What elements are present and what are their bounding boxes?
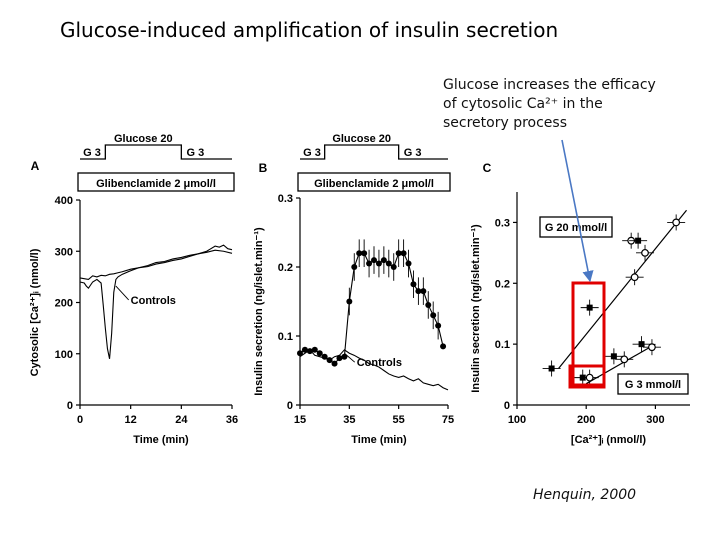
highlight-box-bottom [568, 364, 606, 389]
panel-c-legend-g20-label: G 20 mmol/l [545, 222, 607, 234]
highlight-box-top [571, 281, 606, 387]
panel-c-legend-g3-label: G 3 mmol/l [625, 379, 681, 391]
panel-a-series-glibenclamide-line [79, 244, 233, 281]
panel-c-y-tick-label: 0.1 [495, 339, 510, 351]
citation: Henquin, 2000 [533, 487, 637, 503]
panel-a-y-tick-label: 0 [67, 400, 73, 412]
panel-c-label: C [483, 161, 492, 175]
panel-c-y-axis-label: Insulin secretion (ng/islet.min⁻¹) [470, 224, 482, 393]
panel-a-series-controls-line [79, 249, 233, 359]
panel-c-y-tick-label: 0.3 [495, 217, 510, 229]
panel-b-glucose-low-right-label: G 3 [404, 147, 422, 159]
panel-c-g20-point [586, 304, 593, 311]
panel-c-x-tick-label: 100 [508, 414, 526, 426]
panel-a-glucose-high-label: Glucose 20 [114, 133, 173, 145]
panel-b-y-tick-label: 0.2 [278, 262, 293, 274]
annotation-arrow [561, 139, 594, 283]
panel-c-y-tick-label: 0.2 [495, 278, 510, 290]
panel-b-glibenclamide-point [301, 346, 308, 353]
panel-a-x-axis-label: Time (min) [133, 434, 189, 446]
panel-c-g3-point [548, 365, 555, 372]
panel-c-g3-fit-line [585, 343, 656, 385]
panel-c-g20-point [641, 248, 649, 257]
panel-b-y-tick-label: 0 [287, 400, 293, 412]
panel-a-x-tick-label: 36 [226, 414, 238, 426]
panel-b-x-tick-label: 55 [393, 414, 405, 426]
panel-b-y-tick-label: 0.1 [278, 331, 293, 343]
panel-b-x-tick-label: 35 [343, 414, 355, 426]
panel-a-y-tick-label: 300 [55, 246, 73, 258]
panel-b-drug-box [297, 172, 451, 192]
panel-b-glibenclamide-point [440, 343, 447, 350]
panel-b-x-axis-label: Time (min) [351, 434, 407, 446]
panel-a-glucose-low-right-label: G 3 [186, 147, 204, 159]
slide-title: Glucose-induced amplification of insulin… [60, 18, 559, 42]
panel-b-glibenclamide-point [316, 350, 323, 357]
panel-a-y-tick-label: 100 [55, 349, 73, 361]
annotation-line-2: of cytosolic Ca²⁺ in the [443, 96, 603, 112]
panel-b-glibenclamide-point [341, 353, 348, 360]
panel-a-y-tick-label: 200 [55, 298, 73, 310]
panel-b-y-tick-label: 0.3 [278, 193, 293, 205]
panel-b-glucose-high-label: Glucose 20 [332, 133, 391, 145]
panel-b-glucose-protocol-trace [300, 144, 448, 160]
panel-a-controls-label: Controls [131, 295, 176, 307]
panel-c-x-axis-label: [Ca²⁺]ᵢ (nmol/l) [571, 434, 647, 446]
annotation-note: Glucose increases the efficacy of cytoso… [443, 76, 656, 133]
panel-a-drug-label: Glibenclamide 2 μmol/l [96, 178, 216, 190]
panel-a-y-tick-label: 400 [55, 195, 73, 207]
panel-b-drug-label: Glibenclamide 2 μmol/l [314, 178, 434, 190]
panel-c-g20-point [672, 218, 681, 227]
panel-b-glucose-low-left-label: G 3 [303, 147, 321, 159]
panel-c-g3-point [638, 341, 645, 348]
panel-c-g20-point [630, 273, 639, 282]
panel-b-series-controls-line [299, 349, 449, 391]
panel-a-x-tick-label: 0 [77, 414, 83, 426]
panel-b-label: B [259, 161, 268, 175]
panel-c-y-tick-label: 0 [504, 400, 510, 412]
panel-c-legend-g3-box [617, 373, 689, 395]
panel-b-controls-label: Controls [357, 357, 402, 369]
annotation-line-1: Glucose increases the efficacy [443, 77, 656, 93]
panel-b-glibenclamide-point [331, 360, 338, 367]
panel-c-legend-g20-box [539, 216, 613, 238]
panel-c-g20-point [635, 237, 642, 244]
panel-b-glibenclamide-point [306, 348, 313, 355]
panel-a-y-axis-label: Cytosolic [Ca²⁺]ᵢ (nmol/l) [29, 248, 41, 376]
panel-b-glibenclamide-point [336, 355, 343, 362]
panel-c-g3-point [648, 343, 656, 352]
annotation-line-3: secretory process [443, 115, 568, 131]
panel-b-y-axis-label: Insulin secretion (ng/islet.min⁻¹) [253, 227, 265, 396]
panel-a-label: A [31, 159, 40, 173]
panel-b-controls-pointer [344, 352, 356, 363]
panel-b-glibenclamide-point [311, 346, 318, 353]
panel-a-controls-pointer [115, 285, 129, 301]
panel-c-x-tick-label: 300 [646, 414, 664, 426]
panel-b-x-tick-label: 75 [442, 414, 454, 426]
panel-c-x-tick-label: 200 [577, 414, 595, 426]
panel-b-x-tick-label: 15 [294, 414, 306, 426]
panel-b-series-glibenclamide-line [299, 252, 444, 365]
panel-b-glibenclamide-point [297, 350, 303, 357]
panel-a-x-tick-label: 24 [175, 414, 188, 426]
panel-c-g3-point [610, 353, 617, 360]
panel-a-drug-box [77, 172, 235, 192]
panel-a-glucose-protocol-trace [80, 144, 232, 160]
panel-c-g3-point [585, 373, 594, 382]
panel-c-g20-fit-line [558, 209, 688, 369]
panel-a-glucose-low-left-label: G 3 [83, 147, 101, 159]
panel-c-g3-point [620, 355, 629, 364]
panel-a-x-tick-label: 12 [125, 414, 137, 426]
